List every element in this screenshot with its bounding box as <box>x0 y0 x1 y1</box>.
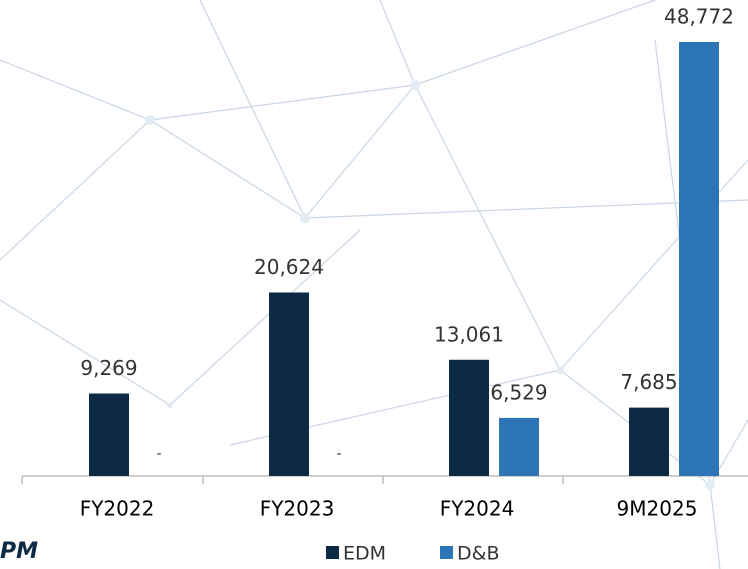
bar <box>89 394 129 476</box>
bar <box>449 360 489 476</box>
bar <box>679 42 719 476</box>
bar <box>629 408 669 476</box>
legend-label: D&B <box>457 543 499 565</box>
x-tick-label: FY2024 <box>440 497 515 521</box>
data-label: 9,269 <box>80 356 137 380</box>
legend-swatch <box>326 546 339 559</box>
data-label: 13,061 <box>434 322 504 346</box>
x-tick-label: FY2023 <box>260 497 335 521</box>
data-label: 7,685 <box>620 370 677 394</box>
x-tick-label: FY2022 <box>80 497 155 521</box>
bar <box>269 292 309 476</box>
data-label: 20,624 <box>254 255 324 279</box>
legend-label: EDM <box>343 543 386 565</box>
data-label: 6,529 <box>490 380 547 404</box>
data-label: - <box>336 446 341 462</box>
annotation: PM <box>0 539 38 564</box>
background-network <box>0 0 748 569</box>
x-tick-label: 9M2025 <box>617 497 698 521</box>
data-label: - <box>156 446 161 462</box>
chart: PM FY2022 9,269 - FY2023 20,624 - FY2024 13,061… <box>0 0 748 569</box>
legend-swatch <box>440 546 453 559</box>
bar <box>499 418 539 476</box>
data-label: 48,772 <box>664 5 734 29</box>
